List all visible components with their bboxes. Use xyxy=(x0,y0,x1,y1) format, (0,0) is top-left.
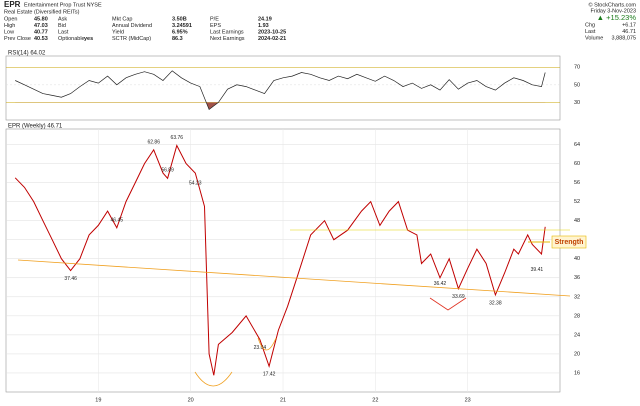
y-tick-label: 16 xyxy=(574,370,580,376)
quote-value: 6.95% xyxy=(172,29,188,35)
y-tick-label: 36 xyxy=(574,275,580,281)
price-label: 32.38 xyxy=(489,300,502,306)
quote-value: 3,888,075 xyxy=(612,35,636,41)
quote-label: EPS xyxy=(210,23,221,29)
price-label: 23.04 xyxy=(254,345,267,351)
quote-label: Bid xyxy=(58,23,66,29)
quote-label: Last xyxy=(58,29,69,35)
bottom-arc xyxy=(257,337,277,351)
quote-label: Next Earnings xyxy=(210,36,245,42)
quote-value: yes xyxy=(84,36,93,42)
date: Friday 3-Nov-2023 xyxy=(590,8,636,14)
quote-label: Chg xyxy=(585,22,595,28)
quote-value: 1.93 xyxy=(258,23,269,29)
quote-label: SCTR (MidCap) xyxy=(112,36,151,42)
quote-value: 86.3 xyxy=(172,36,183,42)
y-tick-label: 28 xyxy=(574,313,580,319)
price-label: 63.76 xyxy=(171,135,184,141)
change-pct: ▲ +15.23% xyxy=(597,13,637,22)
quote-value: 24.19 xyxy=(258,16,272,22)
double-bottom xyxy=(429,297,467,311)
oversold-area xyxy=(206,102,219,110)
quote-value: +6.17 xyxy=(622,22,636,28)
quote-value: 2023-10-25 xyxy=(258,29,286,35)
y-tick-label: 60 xyxy=(574,161,580,167)
quote-label: P/E xyxy=(210,16,219,22)
y-tick-label: 64 xyxy=(574,142,580,148)
y-tick-label: 70 xyxy=(574,65,580,71)
quote-label: Annual Dividend xyxy=(112,23,152,29)
y-tick-label: 20 xyxy=(574,351,580,357)
source: © StockCharts.com xyxy=(589,1,637,8)
callout-box xyxy=(551,235,587,249)
quote-value: 47.03 xyxy=(34,23,48,29)
panel-title: EPR (Weekly) 46.71 xyxy=(8,124,63,130)
quote-label: Optionable xyxy=(58,36,85,42)
x-tick-label: 20 xyxy=(188,397,194,403)
y-tick-label: 52 xyxy=(574,199,580,205)
quote-label: Last xyxy=(585,29,596,35)
x-tick-label: 23 xyxy=(465,397,471,403)
price-label: 54.23 xyxy=(189,180,202,186)
quote-value: 40.53 xyxy=(34,36,48,42)
y-tick-label: 32 xyxy=(574,294,580,300)
quote-value: 2024-02-21 xyxy=(258,36,286,42)
x-tick-label: 21 xyxy=(280,397,286,403)
quote-value: 46.71 xyxy=(622,29,636,35)
y-tick-label: 30 xyxy=(574,100,580,106)
y-tick-label: 56 xyxy=(574,180,580,186)
quote-value: 3.24591 xyxy=(172,23,192,29)
sector: Real Estate (Diversified REITs) xyxy=(4,9,80,15)
bottom-arc xyxy=(194,371,233,387)
quote-value: 45.80 xyxy=(34,16,48,22)
quote-label: Mkt Cap xyxy=(112,16,132,22)
series-line xyxy=(14,144,546,376)
price-label: 46.45 xyxy=(111,217,124,223)
symbol: EPR xyxy=(4,0,21,9)
quote-label: Ask xyxy=(58,16,67,22)
price-label: 39.41 xyxy=(531,267,544,273)
price-label: 33.69 xyxy=(452,294,465,300)
y-tick-label: 40 xyxy=(574,256,580,262)
price-label: 62.86 xyxy=(147,139,160,145)
quote-label: Prev Close xyxy=(4,36,31,42)
quote-label: High xyxy=(4,23,15,29)
quote-value: 3.50B xyxy=(172,16,187,22)
price-label: 17.42 xyxy=(263,372,276,378)
company-name: Entertainment Prop Trust NYSE xyxy=(24,2,102,8)
panel-title: RSI(14) 64.02 xyxy=(8,51,46,57)
quote-value: 40.77 xyxy=(34,29,48,35)
quote-label: Open xyxy=(4,16,17,22)
y-tick-label: 50 xyxy=(574,82,580,88)
x-tick-label: 22 xyxy=(372,397,378,403)
price-label: 36.42 xyxy=(434,281,447,287)
price-label: 37.46 xyxy=(64,276,77,282)
y-tick-label: 24 xyxy=(574,332,580,338)
price-label: 56.89 xyxy=(161,168,174,174)
series-line xyxy=(15,70,546,111)
support-line xyxy=(17,259,571,297)
callout-text: Strength xyxy=(555,239,584,246)
quote-label: Yield xyxy=(112,29,124,35)
x-tick-label: 19 xyxy=(95,397,101,403)
quote-label: Volume xyxy=(585,35,603,41)
quote-label: Low xyxy=(4,29,14,35)
quote-label: Last Earnings xyxy=(210,29,244,35)
y-tick-label: 48 xyxy=(574,218,580,224)
panel-frame xyxy=(5,55,561,121)
